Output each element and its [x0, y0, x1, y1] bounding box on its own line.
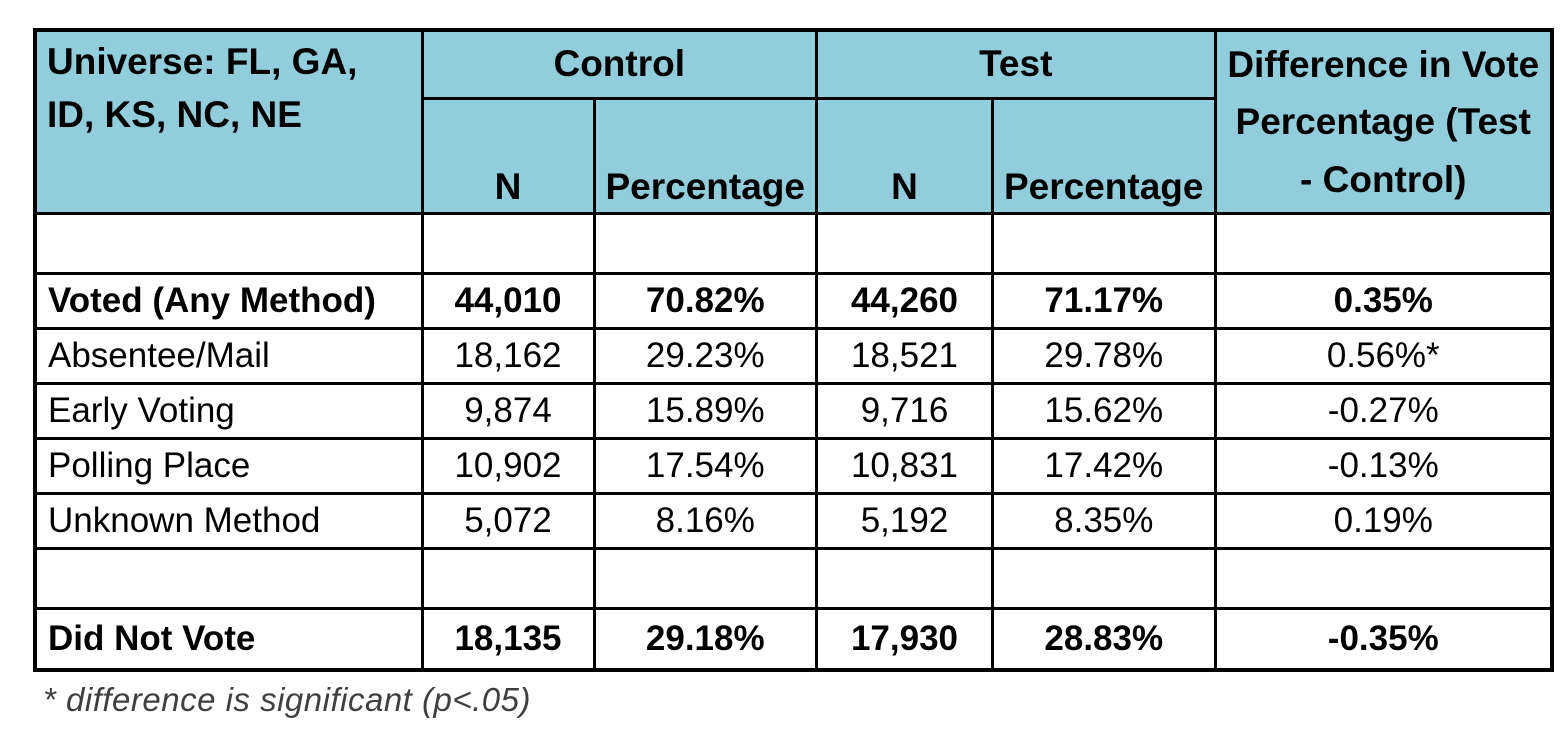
control-pct-cell: 29.23%: [592, 327, 818, 386]
test-pct-cell: 29.78%: [991, 327, 1217, 386]
test-pct-cell: 15.62%: [991, 382, 1217, 441]
test-n-cell: 9,716: [815, 382, 994, 441]
test-n-cell: 18,521: [815, 327, 994, 386]
diff-cell: 0.56%*: [1213, 327, 1554, 386]
control-pct-cell: 8.16%: [592, 492, 818, 551]
control-pct-cell: 29.18%: [592, 607, 818, 672]
table-row-did-not-vote: Did Not Vote 18,135 29.18% 17,930 28.83%…: [33, 607, 1554, 672]
row-label: Unknown Method: [33, 492, 424, 551]
row-label: [33, 212, 424, 276]
test-n-cell: [815, 212, 994, 276]
table-row-spacer: [33, 212, 1554, 276]
test-pct-cell: 28.83%: [991, 607, 1217, 672]
row-label: Did Not Vote: [33, 607, 424, 672]
row-label: Voted (Any Method): [33, 272, 424, 331]
table-body: Voted (Any Method) 44,010 70.82% 44,260 …: [33, 212, 1554, 672]
diff-cell: -0.35%: [1213, 607, 1554, 672]
diff-cell: [1213, 212, 1554, 276]
control-percentage-header: Percentage: [592, 96, 818, 216]
test-n-cell: 17,930: [815, 607, 994, 672]
test-n-cell: [815, 547, 994, 611]
control-n-cell: 9,874: [420, 382, 596, 441]
control-n-cell: 5,072: [420, 492, 596, 551]
difference-header: Difference in Vote Percentage (Test - Co…: [1213, 28, 1554, 216]
control-n-cell: [420, 212, 596, 276]
table-row-early-voting: Early Voting 9,874 15.89% 9,716 15.62% -…: [33, 382, 1554, 441]
control-n-header: N: [420, 96, 596, 216]
diff-cell: 0.19%: [1213, 492, 1554, 551]
table-header: Universe: FL, GA, ID, KS, NC, NE Control…: [33, 28, 1554, 216]
significance-footnote: * difference is significant (p<.05): [43, 681, 531, 718]
table-row-spacer: [33, 547, 1554, 611]
control-n-cell: 10,902: [420, 437, 596, 496]
test-pct-cell: [991, 547, 1217, 611]
diff-cell: [1213, 547, 1554, 611]
diff-cell: -0.27%: [1213, 382, 1554, 441]
table-row-voted-any-method: Voted (Any Method) 44,010 70.82% 44,260 …: [33, 272, 1554, 331]
diff-cell: -0.13%: [1213, 437, 1554, 496]
control-pct-cell: [592, 547, 818, 611]
test-n-cell: 5,192: [815, 492, 994, 551]
test-pct-cell: 8.35%: [991, 492, 1217, 551]
control-pct-cell: 15.89%: [592, 382, 818, 441]
control-n-cell: [420, 547, 596, 611]
control-pct-cell: [592, 212, 818, 276]
row-label: Early Voting: [33, 382, 424, 441]
test-percentage-header: Percentage: [991, 96, 1217, 216]
test-pct-cell: 71.17%: [991, 272, 1217, 331]
table-row-unknown-method: Unknown Method 5,072 8.16% 5,192 8.35% 0…: [33, 492, 1554, 551]
control-pct-cell: 17.54%: [592, 437, 818, 496]
test-n-header: N: [815, 96, 994, 216]
test-pct-cell: [991, 212, 1217, 276]
test-pct-cell: 17.42%: [991, 437, 1217, 496]
control-n-cell: 18,162: [420, 327, 596, 386]
header-row-subcolumns: N Percentage N Percentage: [35, 96, 1552, 216]
vote-results-table: Universe: FL, GA, ID, KS, NC, NE Control…: [33, 28, 1554, 672]
row-label: Absentee/Mail: [33, 327, 424, 386]
test-n-cell: 10,831: [815, 437, 994, 496]
diff-cell: 0.35%: [1213, 272, 1554, 331]
header-row-groups: Universe: FL, GA, ID, KS, NC, NE Control…: [33, 28, 1554, 216]
table-row-absentee-mail: Absentee/Mail 18,162 29.23% 18,521 29.78…: [33, 327, 1554, 386]
control-pct-cell: 70.82%: [592, 272, 818, 331]
row-label: [33, 547, 424, 611]
universe-header: Universe: FL, GA, ID, KS, NC, NE: [33, 28, 424, 216]
test-group-header: Test: [815, 28, 1217, 100]
table-row-polling-place: Polling Place 10,902 17.54% 10,831 17.42…: [33, 437, 1554, 496]
control-group-header: Control: [420, 28, 818, 100]
row-label: Polling Place: [33, 437, 424, 496]
test-n-cell: 44,260: [815, 272, 994, 331]
control-n-cell: 18,135: [420, 607, 596, 672]
control-n-cell: 44,010: [420, 272, 596, 331]
